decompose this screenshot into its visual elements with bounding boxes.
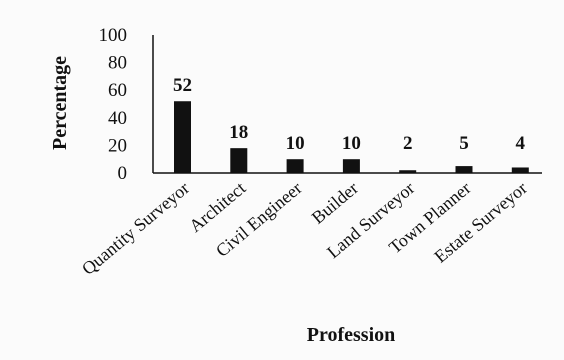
y-axis-title: Percentage: [49, 56, 71, 150]
data-label: 5: [459, 133, 469, 154]
bars: [174, 101, 529, 173]
data-label: 2: [403, 133, 413, 154]
bar: [342, 159, 360, 173]
y-tick-label: 60: [108, 80, 127, 101]
bar: [174, 101, 191, 173]
bar: [511, 167, 529, 173]
bar: [286, 159, 304, 173]
y-tick-label: 40: [108, 108, 127, 129]
bar: [230, 148, 248, 173]
data-label: 52: [173, 75, 192, 96]
data-labels: 52 18 10 10 2 5 4: [173, 75, 526, 154]
y-tick-label: 20: [108, 135, 127, 156]
y-axis-ticks: 0 20 40 60 80 100: [99, 25, 128, 184]
bar: [399, 170, 417, 173]
y-tick-label: 100: [99, 25, 128, 46]
y-tick-label: 0: [118, 163, 128, 184]
data-label: 18: [229, 122, 248, 143]
data-label: 10: [342, 133, 361, 154]
x-axis-title: Profession: [307, 324, 396, 346]
data-label: 10: [286, 133, 305, 154]
category-label: Quantity Surveyor: [78, 178, 193, 279]
data-label: 4: [516, 133, 526, 154]
bar: [455, 166, 473, 173]
y-tick-label: 80: [108, 53, 127, 74]
